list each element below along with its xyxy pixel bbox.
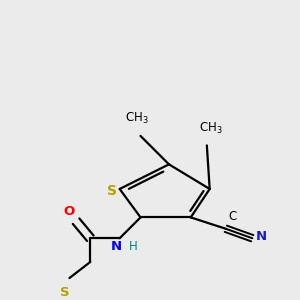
Text: CH$_3$: CH$_3$ [199,121,223,136]
Text: O: O [63,205,74,218]
Text: H: H [129,240,138,253]
Text: CH$_3$: CH$_3$ [125,111,148,126]
Text: S: S [60,286,70,298]
Text: S: S [107,184,117,198]
Text: N: N [110,240,122,253]
Text: C: C [229,210,237,223]
Text: N: N [256,230,267,243]
